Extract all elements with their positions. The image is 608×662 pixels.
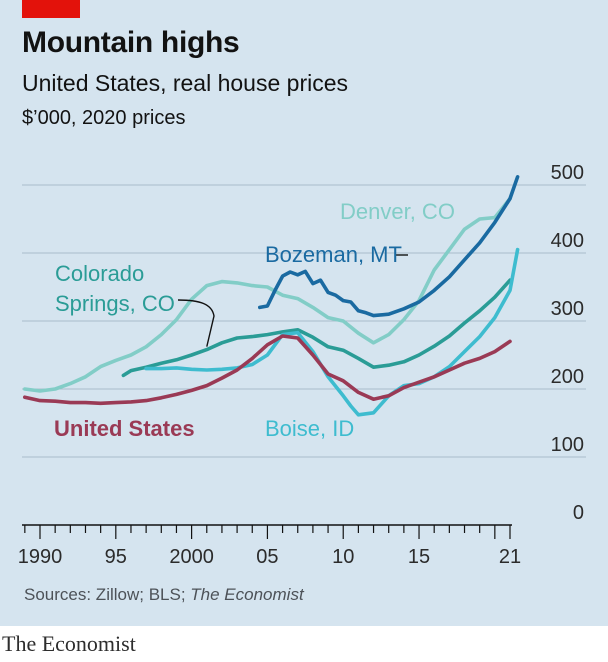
series-label-line: United States	[54, 416, 195, 441]
y-tick-label-500: 500	[551, 162, 584, 184]
y-tick-label-200: 200	[551, 366, 584, 388]
series-label-colorado-springs-co: Colorado Springs, CO	[55, 261, 175, 316]
source-note: Sources: Zillow; BLS; The Economist	[24, 585, 304, 605]
series-line-denver-co	[23, 196, 512, 393]
gridlines	[22, 184, 586, 458]
series-label-line: Denver, CO	[340, 199, 455, 224]
chart-panel	[0, 0, 608, 626]
series-label-line: Boise, ID	[265, 416, 354, 441]
x-tick-label-15: 15	[408, 546, 430, 568]
series-line-boise-id	[144, 247, 520, 417]
x-axis: 1990 95 2000 05 10 15 21	[18, 524, 521, 568]
x-tick-label-10: 10	[332, 546, 354, 568]
y-tick-label-0: 0	[573, 502, 584, 524]
series-line-bozeman-mt	[258, 175, 520, 318]
series-label-line: Colorado	[55, 261, 144, 286]
series-line-united-states	[23, 334, 512, 406]
y-axis-labels: 0 100 200 300 400 500	[551, 162, 584, 524]
annotations	[177, 254, 408, 347]
series-label-line: Springs, CO	[55, 291, 175, 316]
chart-title: Mountain highs	[22, 26, 240, 59]
series-labels: Denver, CO Bozeman, MT Colorado Springs, CO…	[54, 199, 455, 441]
red-tag	[22, 0, 80, 18]
series-label-line: Bozeman, MT	[265, 242, 402, 267]
series-label-denver-co: Denver, CO	[340, 199, 455, 224]
series-label-united-states: United States	[54, 416, 195, 441]
line-chart: 0 100 200 300 400 500 Denver, CO Bozeman, MT Co…	[18, 162, 586, 568]
source-italic: The Economist	[190, 585, 304, 604]
y-tick-label-400: 400	[551, 230, 584, 252]
series-lines	[23, 175, 520, 417]
series-line-colorado-springs-co	[121, 278, 512, 378]
y-tick-label-300: 300	[551, 298, 584, 320]
x-tick-label-05: 05	[256, 546, 278, 568]
series-label-bozeman-mt: Bozeman, MT	[265, 242, 402, 267]
x-tick-label-95: 95	[105, 546, 127, 568]
y-tick-label-100: 100	[551, 434, 584, 456]
x-tick-label-2000: 2000	[169, 546, 214, 568]
source-prefix: Sources: Zillow; BLS;	[24, 585, 191, 604]
series-label-boise-id: Boise, ID	[265, 416, 354, 441]
economist-brand: The Economist	[2, 631, 136, 656]
x-tick-label-1990: 1990	[18, 546, 63, 568]
x-tick-label-21: 21	[499, 546, 521, 568]
chart-subtitle: United States, real house prices	[22, 70, 349, 96]
colorado-springs-leader-line	[177, 299, 215, 347]
units-label: $’000, 2020 prices	[22, 107, 186, 129]
